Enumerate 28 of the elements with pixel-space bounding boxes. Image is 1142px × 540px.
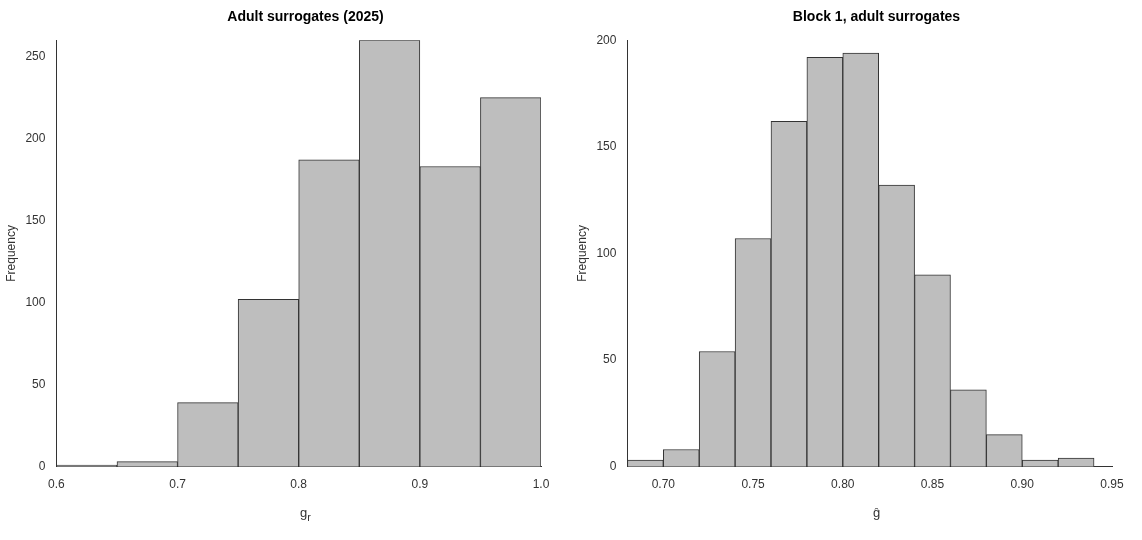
x-tick-label: 0.90 (1010, 477, 1035, 492)
chart-title: Adult surrogates (2025) (226, 8, 385, 24)
x-tick-label: 0.7 (169, 477, 187, 492)
y-axis-title: Frequency (3, 225, 18, 282)
y-tick-label: 100 (596, 245, 617, 260)
x-tick-label: 0.75 (741, 477, 766, 492)
chart-title: Block 1, adult surrogates (791, 8, 962, 24)
x-tick-label: 0.6 (48, 477, 66, 492)
y-tick-label: 150 (25, 212, 46, 227)
y-tick-label: 100 (25, 294, 46, 309)
y-tick-label: 0 (609, 458, 617, 473)
y-axis-title: Frequency (574, 225, 589, 282)
y-tick-label: 250 (25, 48, 46, 63)
y-tick-label: 150 (596, 139, 617, 154)
x-tick-label: 0.70 (651, 477, 676, 492)
x-tick-label: 0.8 (290, 477, 308, 492)
x-tick-label: 0.80 (831, 477, 855, 492)
y-tick-label: 0 (38, 458, 46, 473)
y-tick-label: 200 (596, 32, 617, 47)
y-tick-label: 200 (25, 130, 46, 145)
x-axis-title: g$_{r}$ (299, 505, 312, 523)
x-tick-label: 0.85 (920, 477, 945, 492)
x-tick-label: 1.0 (532, 477, 550, 492)
y-tick-label: 50 (603, 352, 617, 367)
x-tick-label: 0.95 (1100, 477, 1124, 492)
y-tick-label: 50 (32, 376, 46, 391)
x-axis-title: ĝ (871, 505, 882, 520)
x-tick-label: 0.9 (411, 477, 429, 492)
